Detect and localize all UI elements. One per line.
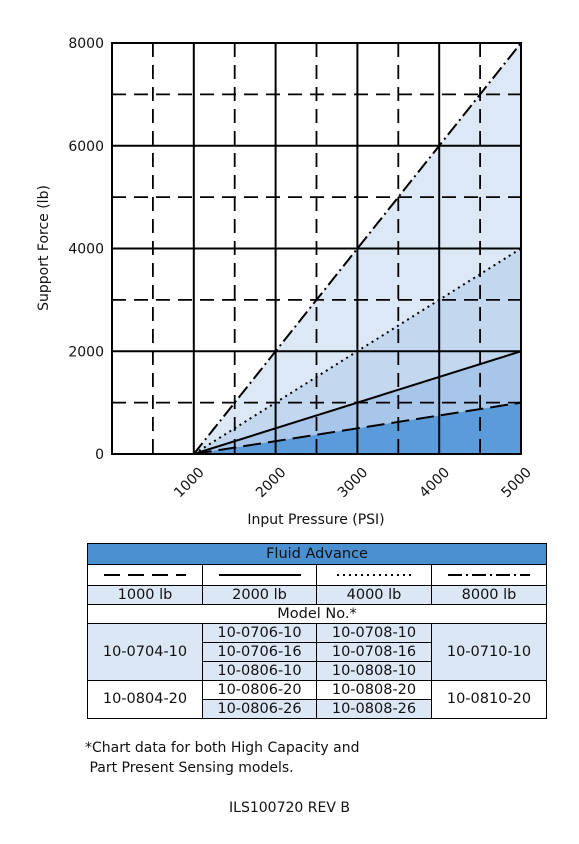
x-axis-title: Input Pressure (PSI) [247, 512, 384, 528]
model-header: Model No.* [86, 604, 548, 624]
capacity-label: 1000 lb [87, 585, 203, 605]
x-tick-label: 5000 [498, 465, 535, 502]
model-cell: 10-0706-16 [202, 642, 317, 662]
x-tick-labels: 1000 2000 3000 4000 5000 [171, 465, 535, 502]
y-tick-label: 4000 [68, 242, 104, 258]
y-tick-label: 6000 [68, 139, 104, 155]
table-title: Fluid Advance [86, 543, 548, 565]
model-cell: 10-0708-10 [316, 623, 432, 643]
fluid-advance-table: Fluid Advance 1000 lb 2000 lb 4000 lb 80… [86, 543, 548, 719]
model-cell: 10-0806-10 [202, 661, 317, 681]
x-tick-label: 4000 [417, 465, 454, 502]
x-tick-label: 3000 [335, 465, 372, 502]
capacity-label: 8000 lb [430, 585, 548, 605]
line-pattern-solid [202, 564, 317, 586]
model-cell: 10-0808-26 [316, 699, 432, 719]
capacity-label: 4000 lb [316, 585, 432, 605]
y-axis-title: Support Force (lb) [36, 185, 52, 311]
plot-border [111, 42, 522, 455]
footnote-line: Part Present Sensing models. [85, 760, 294, 776]
model-cell: 10-0804-20 [87, 680, 203, 719]
line-pattern-dashed [87, 564, 203, 586]
line-pattern-dash-dot [430, 564, 548, 586]
model-cell: 10-0806-20 [202, 680, 317, 700]
model-cell: 10-0810-20 [430, 680, 548, 719]
line-pattern-dotted [316, 564, 432, 586]
series-line [193, 401, 522, 455]
y-tick-label: 2000 [68, 344, 104, 360]
grid-lines [112, 43, 521, 454]
model-cell: 10-0706-10 [202, 623, 317, 643]
model-cell: 10-0704-10 [87, 623, 203, 681]
series-lines [193, 42, 522, 455]
model-cell: 10-0808-20 [316, 680, 432, 700]
y-tick-labels: 0 2000 4000 6000 8000 [68, 36, 104, 463]
x-tick-label: 2000 [253, 465, 290, 502]
series-line [193, 350, 522, 455]
model-cell: 10-0710-10 [430, 623, 548, 681]
series-line [193, 42, 522, 455]
model-cell: 10-0808-10 [316, 661, 432, 681]
footnote-line: *Chart data for both High Capacity and [85, 740, 360, 756]
force-pressure-chart: 0 2000 4000 6000 8000 1000 2000 3000 4000 5000 I… [36, 36, 535, 528]
x-tick-label: 1000 [171, 465, 208, 502]
footnote: *Chart data for both High Capacity and P… [85, 738, 359, 778]
capacity-label: 2000 lb [202, 585, 317, 605]
y-tick-label: 8000 [68, 36, 104, 52]
series-line [193, 247, 522, 455]
model-cell: 10-0708-16 [316, 642, 432, 662]
document-id: ILS100720 REV B [229, 800, 350, 816]
model-cell: 10-0806-26 [202, 699, 317, 719]
y-tick-label: 0 [95, 447, 104, 463]
